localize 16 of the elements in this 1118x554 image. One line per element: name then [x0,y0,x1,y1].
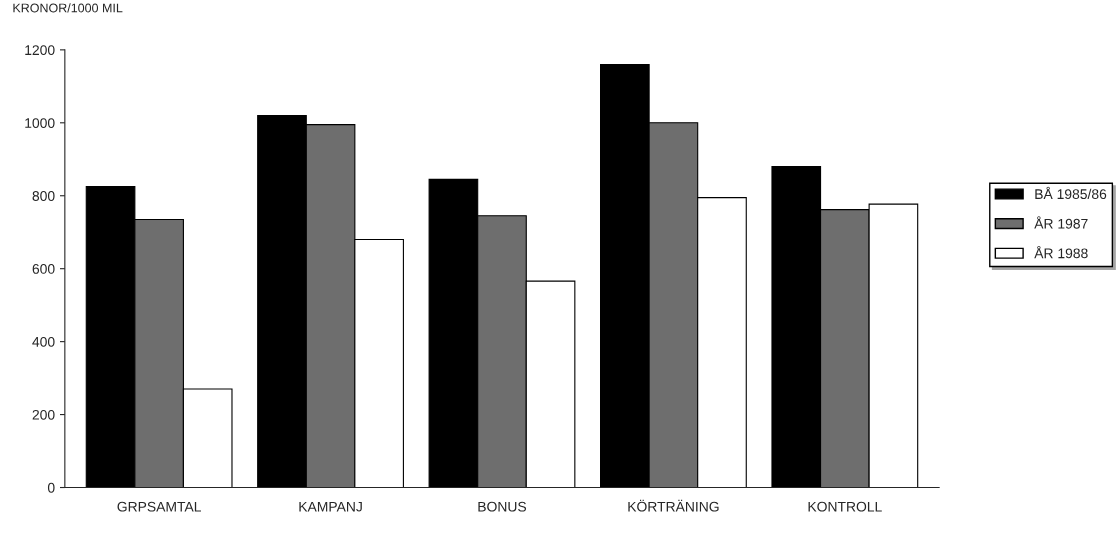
y-tick-label: 0 [47,482,55,493]
y-tick-label: 1000 [25,118,55,128]
legend-label: BÅ 1985/86 [1035,186,1107,200]
y-tick-label: 1200 [25,45,55,56]
x-tick-label: BONUS [478,501,527,512]
legend-label: ÅR 1988 [1034,245,1088,259]
y-tick-label: 600 [32,264,55,274]
x-tick-label: KAMPANJ [299,501,362,512]
legend-label: ÅR 1987 [1034,216,1088,229]
x-tick-label: KÖRTRÄNING [628,499,719,512]
y-tick-label: 400 [32,336,55,347]
x-tick-label: GRPSAMTAL [117,501,201,512]
y-tick-label: 800 [32,191,55,201]
y-tick-label: 200 [32,409,55,420]
x-tick-label: KONTROLL [808,501,882,512]
y-axis-title: KRONOR/1000 MIL [13,3,123,13]
